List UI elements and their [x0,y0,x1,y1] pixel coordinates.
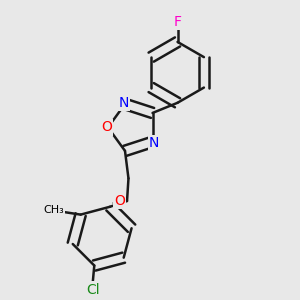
Text: O: O [101,120,112,134]
Text: N: N [149,136,159,150]
Text: O: O [114,194,125,208]
Text: Cl: Cl [86,283,100,297]
Text: N: N [118,95,129,110]
Text: F: F [173,15,181,28]
Text: CH₃: CH₃ [43,205,64,215]
